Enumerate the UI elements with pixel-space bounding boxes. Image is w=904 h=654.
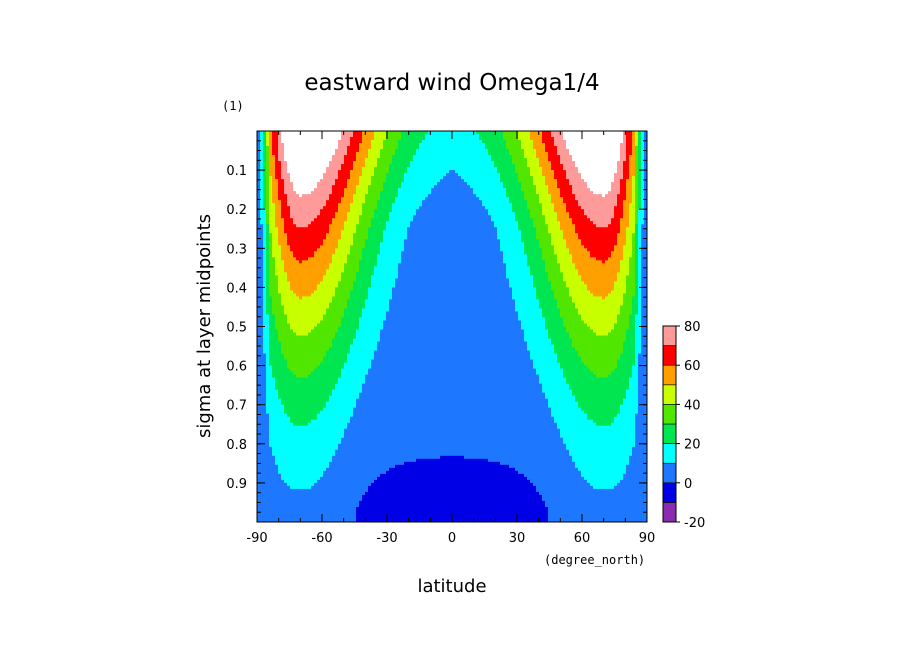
chart-title: eastward wind Omega1/4 (304, 70, 599, 96)
y-units: (1) (222, 99, 244, 113)
contour-chart: eastward wind Omega1/4 (1) -90 -60 -30 0 30 6… (0, 0, 904, 654)
contour-field (257, 131, 648, 523)
